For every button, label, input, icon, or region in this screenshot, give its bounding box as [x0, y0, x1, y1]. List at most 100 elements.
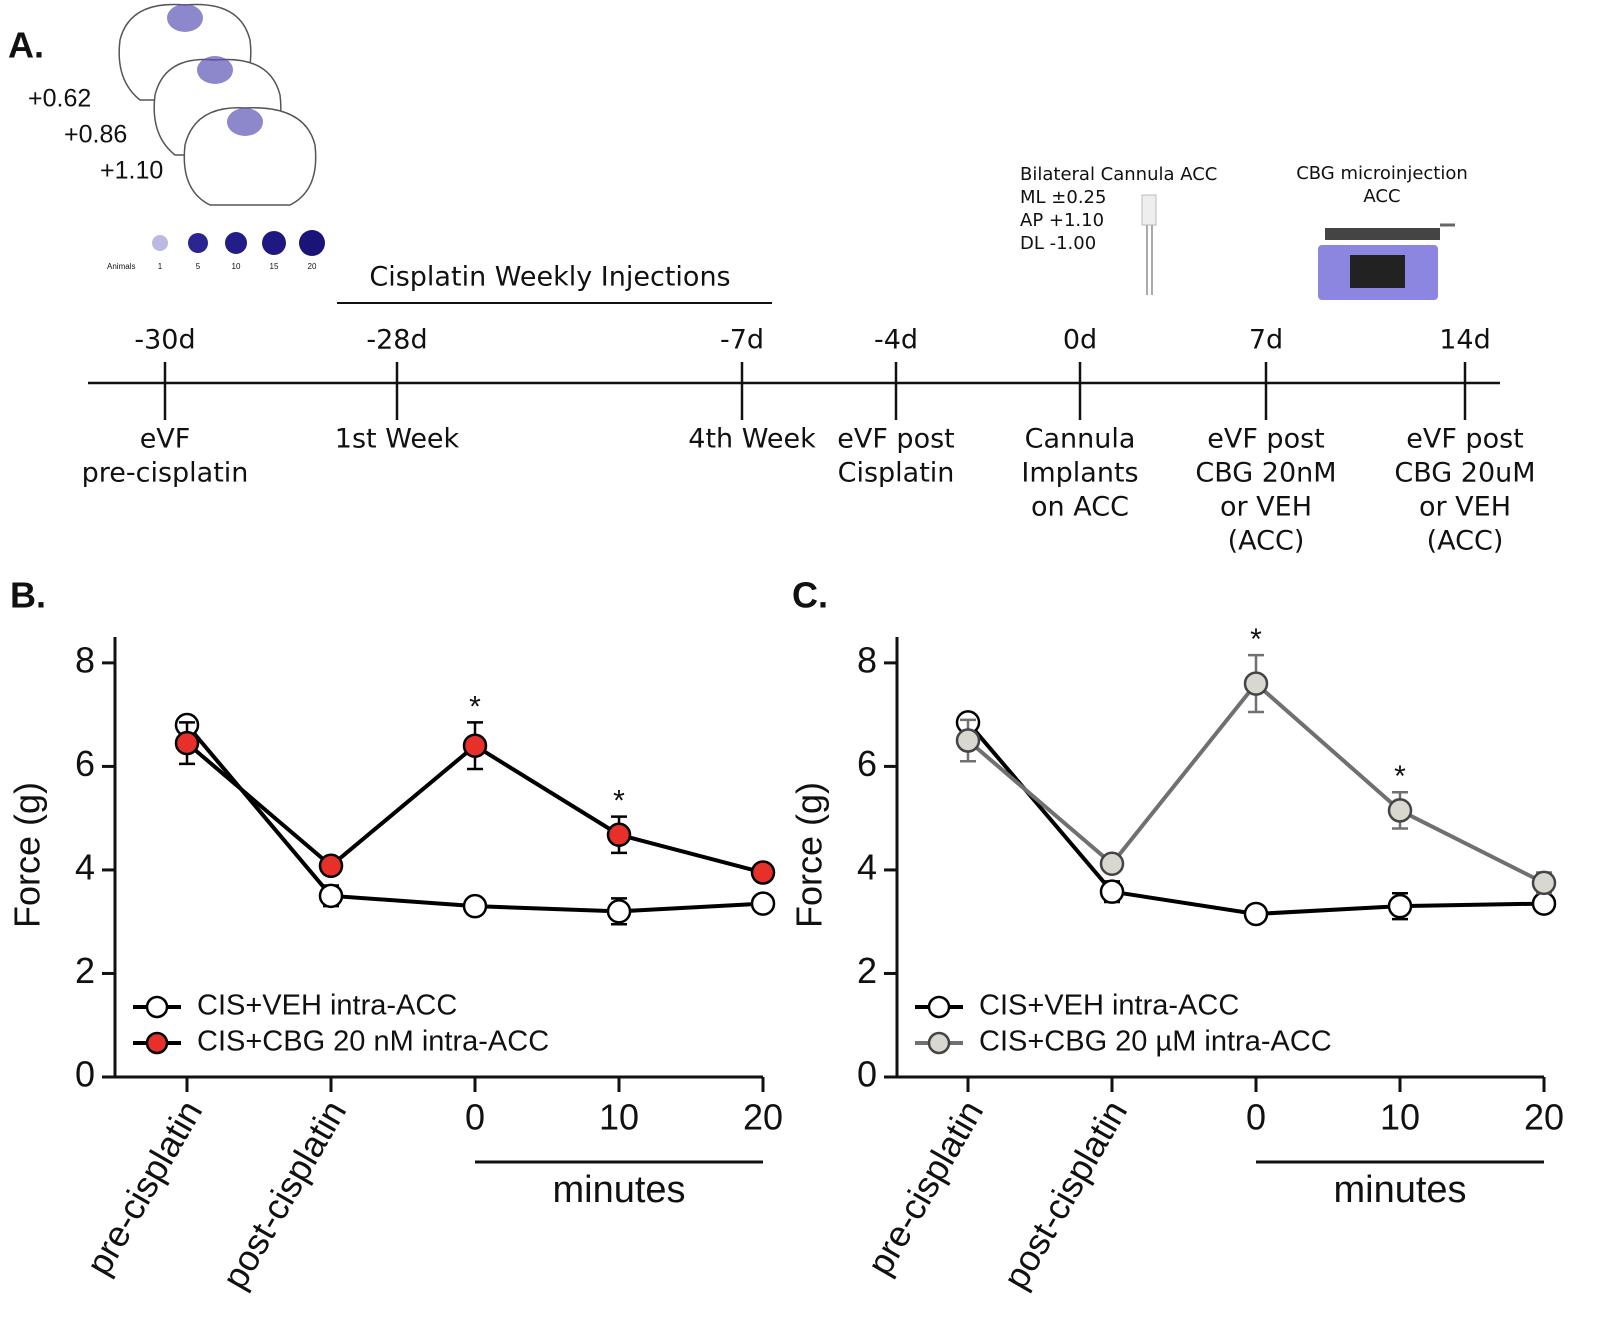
marker — [174, 730, 200, 756]
legend-label: CIS+CBG 20 µM intra-ACC — [979, 1026, 1332, 1058]
panel-label: C. — [792, 575, 828, 616]
legend-marker — [145, 1031, 169, 1055]
timeline-event: 4th Week — [688, 424, 816, 455]
y-tick-label: 0 — [857, 1054, 877, 1095]
series-line — [966, 721, 1545, 916]
marker — [1243, 671, 1269, 696]
marker — [750, 860, 776, 885]
timeline-event: eVF post — [837, 424, 955, 455]
marker — [1387, 798, 1413, 823]
brain-coordinate: +0.86 — [64, 121, 127, 149]
marker — [462, 733, 488, 758]
cannula-label: AP +1.10 — [1020, 210, 1104, 231]
timeline-event: Implants — [1021, 458, 1138, 489]
timeline-event: eVF post — [1207, 424, 1325, 455]
cannula-label: ML ±0.25 — [1020, 187, 1106, 208]
x-tick-label: 20 — [1524, 1097, 1564, 1138]
heatmap-tick: 1 — [158, 262, 163, 271]
x-tick-label: pre-cisplatin — [859, 1093, 992, 1282]
y-tick-label: 4 — [857, 846, 877, 887]
marker — [1387, 893, 1413, 919]
y-tick-label: 2 — [75, 950, 95, 991]
marker — [606, 822, 632, 847]
pump-label: ACC — [1363, 186, 1400, 207]
x-tick-label: pre-cisplatin — [78, 1093, 211, 1282]
y-tick-label: 0 — [75, 1054, 95, 1095]
timeline-day: -28d — [366, 325, 427, 356]
marker — [1243, 901, 1269, 927]
legend-label: CIS+CBG 20 nM intra-ACC — [197, 1026, 549, 1058]
y-tick-label: 6 — [75, 743, 95, 784]
timeline-event: 1st Week — [335, 424, 460, 455]
timeline-event: CBG 20nM — [1195, 458, 1336, 489]
legend-marker — [145, 995, 169, 1019]
x-axis-label: minutes — [1333, 1169, 1466, 1211]
timeline-day: 0d — [1063, 325, 1097, 356]
x-tick-label: post-cisplatin — [995, 1093, 1136, 1295]
timeline-event: eVF post — [1406, 424, 1524, 455]
series — [174, 712, 776, 926]
legend-marker — [927, 995, 951, 1019]
marker — [1099, 879, 1125, 904]
marker — [750, 891, 776, 916]
legend-label: CIS+VEH intra-ACC — [197, 990, 457, 1022]
heatmap-tick: 20 — [308, 262, 317, 271]
x-tick-label: 10 — [599, 1097, 639, 1138]
bracket-label: Cisplatin Weekly Injections — [369, 262, 730, 293]
y-tick-label: 4 — [75, 846, 95, 887]
x-tick-label: 20 — [743, 1097, 783, 1138]
marker — [318, 853, 344, 879]
brain-coordinate: +1.10 — [100, 157, 163, 185]
timeline-event: pre-cisplatin — [82, 458, 249, 489]
timeline-event: (ACC) — [1427, 526, 1504, 557]
timeline-day: 14d — [1439, 325, 1491, 356]
significance: * — [1250, 623, 1262, 656]
legend-label: CIS+VEH intra-ACC — [979, 990, 1239, 1022]
timeline-event: or VEH — [1220, 492, 1312, 523]
y-tick-label: 8 — [857, 639, 877, 680]
timeline-event: CBG 20uM — [1394, 458, 1535, 489]
pump-label: CBG microinjection — [1296, 163, 1468, 184]
x-tick-label: 0 — [465, 1097, 485, 1138]
x-tick-label: post-cisplatin — [214, 1093, 355, 1295]
y-tick-label: 8 — [75, 639, 95, 680]
timeline-day: -30d — [134, 325, 195, 356]
heatmap-tick: 10 — [232, 262, 241, 271]
legend-marker — [927, 1031, 951, 1055]
significance: * — [469, 690, 481, 723]
series — [955, 710, 1557, 927]
marker — [1531, 891, 1557, 916]
marker — [955, 728, 981, 753]
timeline-event: (ACC) — [1228, 526, 1305, 557]
timeline-event: on ACC — [1031, 492, 1129, 523]
x-tick-label: 10 — [1380, 1097, 1420, 1138]
timeline-event: Cannula — [1025, 424, 1136, 455]
timeline-event: eVF — [140, 424, 191, 455]
panel-label: B. — [10, 575, 46, 616]
heatmap-scale — [152, 230, 325, 256]
x-axis-label: minutes — [552, 1169, 685, 1211]
heatmap-tick: 5 — [196, 262, 201, 271]
heatmap-tick: 15 — [270, 262, 279, 271]
x-tick-label: 0 — [1246, 1097, 1266, 1138]
brain-coordinate: +0.62 — [28, 85, 91, 113]
marker — [318, 883, 344, 909]
timeline-event: or VEH — [1419, 492, 1511, 523]
timeline-day: -7d — [720, 325, 764, 356]
marker — [462, 893, 488, 919]
marker — [1531, 870, 1557, 896]
series-line — [966, 680, 1545, 885]
marker — [606, 899, 632, 924]
cannula-label: Bilateral Cannula ACC — [1020, 164, 1217, 185]
marker — [1099, 851, 1125, 876]
y-tick-label: 6 — [857, 743, 877, 784]
timeline-day: -4d — [874, 325, 918, 356]
y-axis-label: Force (g) — [789, 782, 830, 928]
y-tick-label: 2 — [857, 950, 877, 991]
y-axis-label: Force (g) — [7, 782, 48, 928]
brain-sections — [118, 3, 317, 206]
pump-icon — [1318, 223, 1455, 300]
heatmap-label: Animals — [107, 262, 135, 271]
timeline-event: Cisplatin — [838, 458, 955, 489]
